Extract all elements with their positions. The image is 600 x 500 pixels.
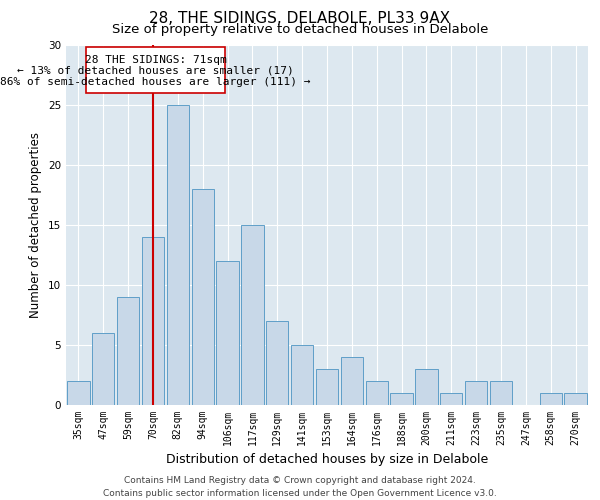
Bar <box>142 237 164 405</box>
Bar <box>465 381 487 405</box>
Bar <box>67 381 89 405</box>
Text: Size of property relative to detached houses in Delabole: Size of property relative to detached ho… <box>112 22 488 36</box>
Text: 28, THE SIDINGS, DELABOLE, PL33 9AX: 28, THE SIDINGS, DELABOLE, PL33 9AX <box>149 11 451 26</box>
Bar <box>117 297 139 405</box>
Bar <box>217 261 239 405</box>
Bar <box>191 189 214 405</box>
Bar <box>539 393 562 405</box>
Bar <box>316 369 338 405</box>
Y-axis label: Number of detached properties: Number of detached properties <box>29 132 43 318</box>
Bar <box>341 357 363 405</box>
Bar <box>565 393 587 405</box>
Text: 28 THE SIDINGS: 71sqm: 28 THE SIDINGS: 71sqm <box>85 54 226 64</box>
Bar <box>440 393 463 405</box>
Text: Contains HM Land Registry data © Crown copyright and database right 2024.
Contai: Contains HM Land Registry data © Crown c… <box>103 476 497 498</box>
Text: ← 13% of detached houses are smaller (17): ← 13% of detached houses are smaller (17… <box>17 65 294 75</box>
Bar <box>167 105 189 405</box>
Bar <box>266 321 289 405</box>
Bar <box>365 381 388 405</box>
Bar <box>490 381 512 405</box>
Bar <box>391 393 413 405</box>
Bar <box>92 333 115 405</box>
X-axis label: Distribution of detached houses by size in Delabole: Distribution of detached houses by size … <box>166 454 488 466</box>
Bar <box>241 225 263 405</box>
Bar <box>415 369 437 405</box>
Bar <box>291 345 313 405</box>
FancyBboxPatch shape <box>86 48 225 93</box>
Text: 86% of semi-detached houses are larger (111) →: 86% of semi-detached houses are larger (… <box>0 77 311 87</box>
